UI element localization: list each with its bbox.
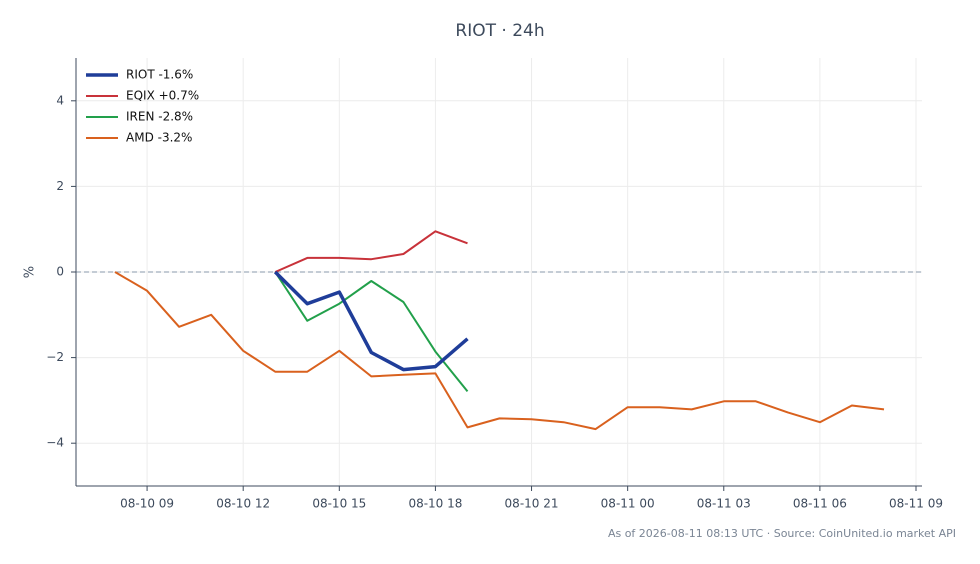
x-tick-label: 08-10 21 xyxy=(505,497,559,511)
legend-label: EQIX +0.7% xyxy=(126,89,199,103)
legend-label: AMD -3.2% xyxy=(126,131,192,145)
x-tick-label: 08-10 15 xyxy=(312,497,366,511)
series-line xyxy=(273,270,469,372)
chart-title: RIOT · 24h xyxy=(455,21,544,41)
y-axis-label: % xyxy=(23,266,38,278)
x-tick-label: 08-11 06 xyxy=(793,497,847,511)
y-tick-label: 0 xyxy=(56,265,64,279)
series-line xyxy=(114,271,885,431)
y-tick-label: −2 xyxy=(46,350,64,364)
legend-label: IREN -2.8% xyxy=(126,110,193,124)
x-tick-label: 08-10 09 xyxy=(120,497,174,511)
x-tick-label: 08-11 00 xyxy=(601,497,655,511)
x-tick-label: 08-10 12 xyxy=(216,497,270,511)
legend-label: RIOT -1.6% xyxy=(126,68,193,82)
y-tick-label: 2 xyxy=(56,179,64,193)
y-tick-label: 4 xyxy=(56,93,64,107)
x-tick-label: 08-10 18 xyxy=(408,497,462,511)
x-tick-label: 08-11 09 xyxy=(889,497,943,511)
footer: As of 2026-08-11 08:13 UTC · Source: Coi… xyxy=(608,527,956,540)
series-line xyxy=(274,271,469,393)
series-line xyxy=(274,230,468,273)
y-tick-label: −4 xyxy=(46,436,64,450)
x-tick-label: 08-11 03 xyxy=(697,497,751,511)
